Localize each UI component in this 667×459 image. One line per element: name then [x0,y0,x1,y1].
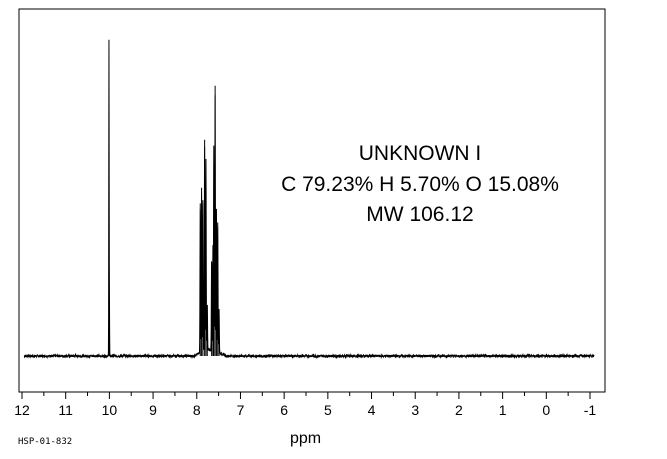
x-tick-label: -1 [584,402,597,418]
spectrum-code: HSP-01-832 [18,437,73,447]
spectrum-trace [23,39,595,360]
x-tick-label: 4 [368,402,376,418]
x-tick-label: 6 [280,402,288,418]
x-tick-label: 1 [499,402,507,418]
x-tick-label: 5 [324,402,332,418]
plot-frame [18,8,606,393]
x-tick-label: 9 [149,402,157,418]
x-tick-label: 12 [14,402,30,418]
annotation-composition: C 79.23% H 5.70% O 15.08% [281,173,559,196]
x-tick-label: 10 [102,402,118,418]
annotation-mw: MW 106.12 [366,203,474,226]
x-tick-label: 3 [411,402,419,418]
annotation-title: UNKNOWN I [358,142,482,165]
x-tick-labels: 12 11 10 9 8 7 6 5 4 3 2 1 0 -1 [14,402,596,418]
x-tick-label: 7 [237,402,245,418]
x-ticks [21,392,591,399]
x-tick-label: 0 [542,402,550,418]
x-tick-label: 11 [58,402,73,418]
x-tick-label: 2 [455,402,463,418]
x-tick-label: 8 [193,402,201,418]
x-axis-label: ppm [290,430,322,447]
